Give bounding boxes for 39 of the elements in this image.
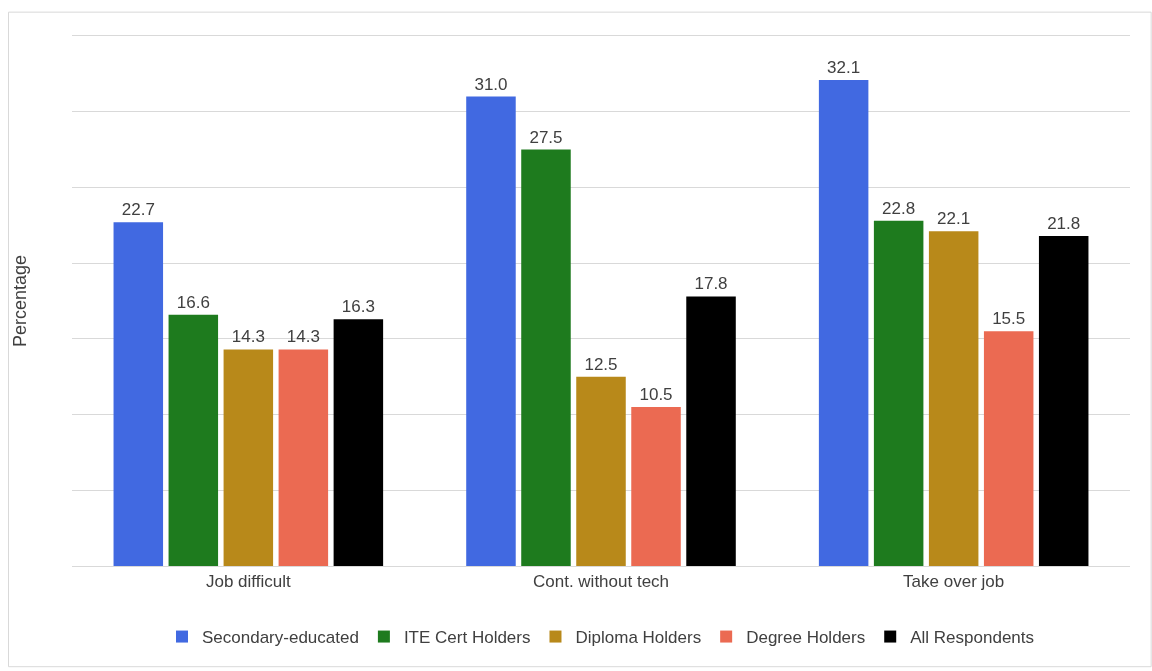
data-label: 21.8	[1047, 213, 1081, 233]
data-label: 22.7	[121, 200, 155, 220]
x-tick-label: Job difficult	[205, 572, 291, 592]
bar	[818, 79, 869, 566]
data-label: 22.8	[882, 198, 916, 218]
legend-label: Secondary-educated	[202, 628, 359, 648]
data-label: 15.5	[992, 309, 1026, 329]
data-label: 14.3	[286, 327, 320, 347]
data-label: 12.5	[584, 354, 618, 374]
data-label: 22.1	[937, 209, 971, 229]
y-axis-title: Percentage	[10, 254, 30, 348]
legend-label: Diploma Holders	[575, 628, 702, 648]
data-label: 16.6	[176, 292, 210, 312]
bar	[278, 349, 329, 566]
bar	[521, 149, 571, 566]
bar	[466, 96, 516, 566]
data-label: 16.3	[341, 297, 375, 317]
x-tick-label: Take over job	[903, 572, 1005, 592]
bar	[223, 349, 274, 566]
data-label: 17.8	[694, 274, 728, 294]
bar	[983, 331, 1034, 566]
bar	[928, 231, 979, 566]
bar	[1038, 235, 1089, 566]
x-tick-label: Cont. without tech	[532, 572, 670, 592]
bar	[631, 407, 681, 566]
legend-label: All Respondents	[910, 628, 1035, 648]
bar	[168, 314, 219, 566]
bar	[113, 222, 164, 566]
bar	[873, 220, 924, 566]
data-label: 14.3	[231, 327, 265, 347]
data-label: 27.5	[529, 127, 563, 147]
data-label: 31.0	[474, 74, 508, 94]
legend-label: ITE Cert Holders	[403, 628, 531, 648]
data-label: 32.1	[827, 57, 861, 77]
bar	[686, 296, 736, 566]
bar	[333, 319, 384, 566]
legend-label: Degree Holders	[746, 628, 866, 648]
bar	[576, 376, 626, 566]
data-label: 10.5	[639, 385, 673, 404]
